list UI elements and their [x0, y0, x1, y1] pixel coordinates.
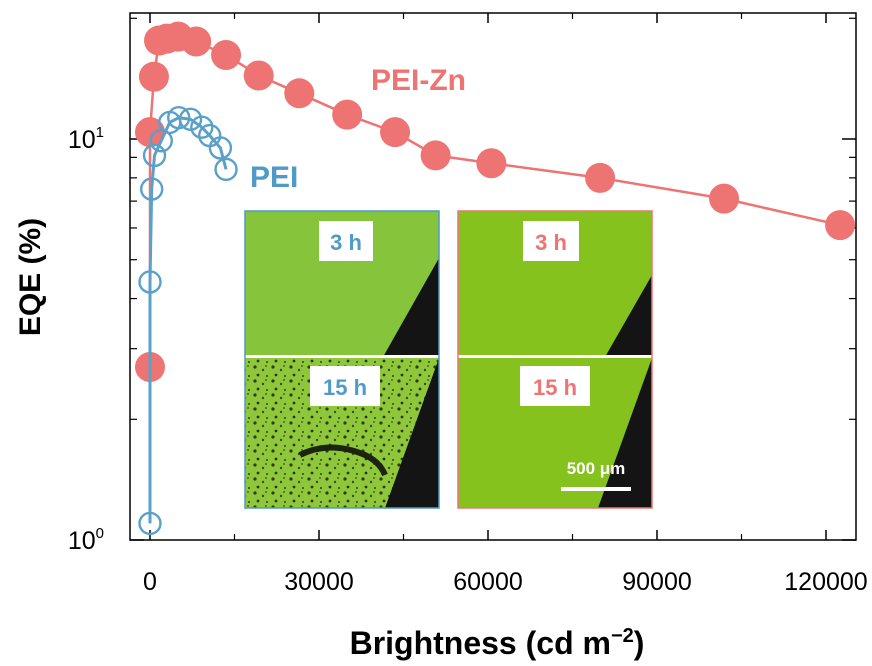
pei-point	[190, 115, 214, 139]
pei-inset-top-label: 3 h	[330, 230, 362, 255]
pei-inset-bottom-label: 15 h	[323, 375, 367, 400]
pei-zn-inset-bottom-dark-edge	[598, 358, 652, 508]
x-tick-label: 30000	[284, 568, 354, 596]
pei-zn-point	[138, 61, 169, 92]
pei-inset-dark-band	[298, 444, 388, 477]
pei-zn-inset-top-dark-edge	[605, 275, 652, 357]
pei-zn-inset-bottom-label-box	[520, 366, 590, 406]
pei-zn-point	[476, 148, 507, 179]
pei-zn-point	[243, 60, 274, 91]
series-layer	[135, 21, 856, 536]
pei-zn-inset-top-label: 3 h	[535, 230, 567, 255]
x-tick-label: 0	[143, 568, 157, 596]
pei-point	[208, 136, 233, 160]
pei-zn-point	[284, 78, 315, 109]
pei-zn-point	[585, 162, 616, 193]
pei-zn-point	[380, 117, 411, 148]
pei-zn-point	[420, 140, 451, 171]
pei-zn-point	[825, 210, 856, 241]
pei-inset-bottom-label-box	[310, 366, 380, 406]
pei-inset-border	[244, 210, 440, 509]
pei-zn-inset: 3 h 15 h 500 μm	[457, 210, 653, 509]
x-axis-title: Brightness (cd m−2)	[350, 625, 645, 661]
pei-zn-inset-top-label-box	[523, 221, 579, 261]
x-tick-label: 120000	[784, 568, 867, 596]
pei-zn-point	[709, 183, 740, 214]
y-tick-label-exponent: 0	[96, 525, 104, 542]
pei-zn-inset-bottom-label: 15 h	[533, 375, 577, 400]
pei-annotation: PEI	[250, 161, 298, 194]
pei-zn-inset-divider	[458, 355, 652, 358]
pei-zn-point	[332, 99, 363, 130]
pei-zn-annotation: PEI-Zn	[371, 64, 466, 97]
pei-zn-point	[211, 39, 242, 70]
y-tick-label-base: 10	[68, 126, 96, 154]
pei-inset-divider	[245, 355, 439, 358]
pei-point	[167, 106, 191, 130]
scale-bar	[561, 487, 631, 491]
x-axis-title-main: Brightness (cd m	[350, 625, 611, 661]
pei-point	[138, 270, 162, 294]
x-tick-label: 60000	[453, 568, 523, 596]
x-axis-title-sup: −2	[611, 625, 634, 647]
pei-point	[142, 143, 167, 168]
pei-zn-inset-border	[457, 210, 653, 509]
pei-inset-top-label-box	[319, 221, 373, 261]
pei-zn-point	[135, 117, 165, 148]
pei-inset-top-dark-edge	[383, 258, 439, 357]
pei-point	[138, 511, 162, 536]
x-axis-title-close: )	[634, 625, 645, 661]
pei-point	[214, 157, 238, 182]
y-tick-label: 101	[68, 124, 104, 154]
x-tick-label: 90000	[622, 568, 692, 596]
y-axis-title: EQE (%)	[14, 218, 47, 336]
pei-inset-bottom-dark-edge	[385, 358, 439, 508]
plot-frame	[129, 12, 857, 541]
y-tick-label-base: 10	[68, 527, 96, 555]
pei-inset: 3 h 15 h	[244, 210, 440, 509]
scale-bar-label: 500 μm	[567, 459, 626, 478]
y-tick-label-exponent: 1	[96, 124, 104, 141]
y-tick-label: 100	[68, 525, 104, 555]
pei-zn-point	[181, 26, 212, 57]
pei-point	[139, 177, 164, 201]
pei-series-line	[148, 116, 228, 524]
